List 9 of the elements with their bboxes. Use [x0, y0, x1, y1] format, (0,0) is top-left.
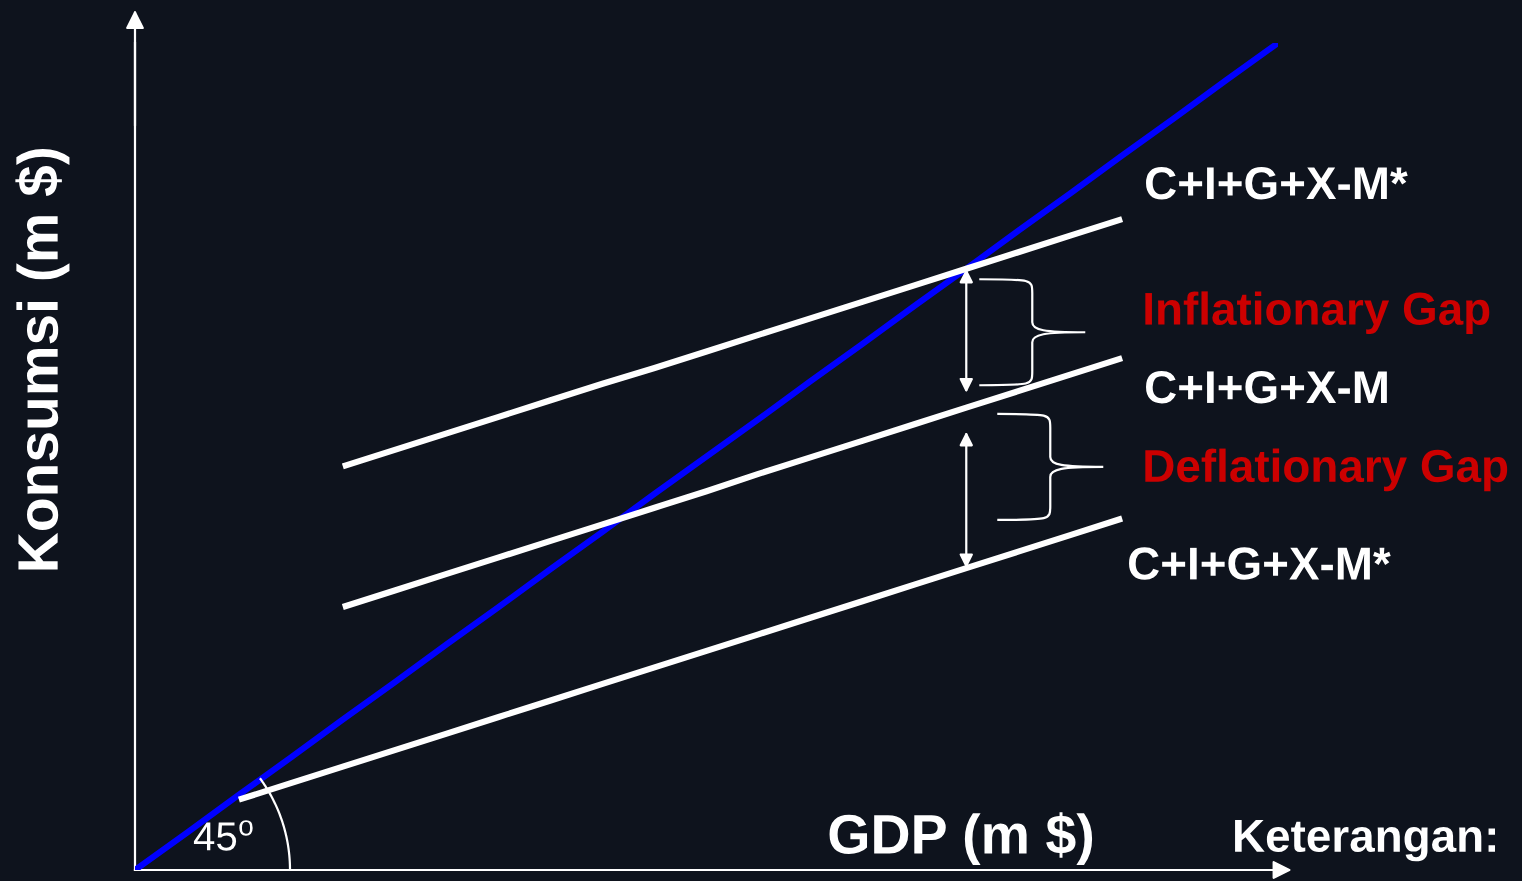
- annotation: 45$^{o}$: [193, 820, 253, 851]
- series-label: C+I+G+X-M: [1146, 370, 1387, 404]
- annotation: Keterangan:: [1235, 820, 1496, 862]
- series-label: C+I+G+X-M*: [1146, 167, 1408, 200]
- annotation: Inflationary Gap: [1145, 291, 1490, 335]
- series-label: C+I+G+X-M*: [1129, 547, 1391, 580]
- x-axis-title: GDP (m $): [829, 812, 1093, 866]
- y-axis-title: Konsumsi (m $): [15, 148, 70, 570]
- annotation: Deflationary Gap: [1145, 448, 1508, 492]
